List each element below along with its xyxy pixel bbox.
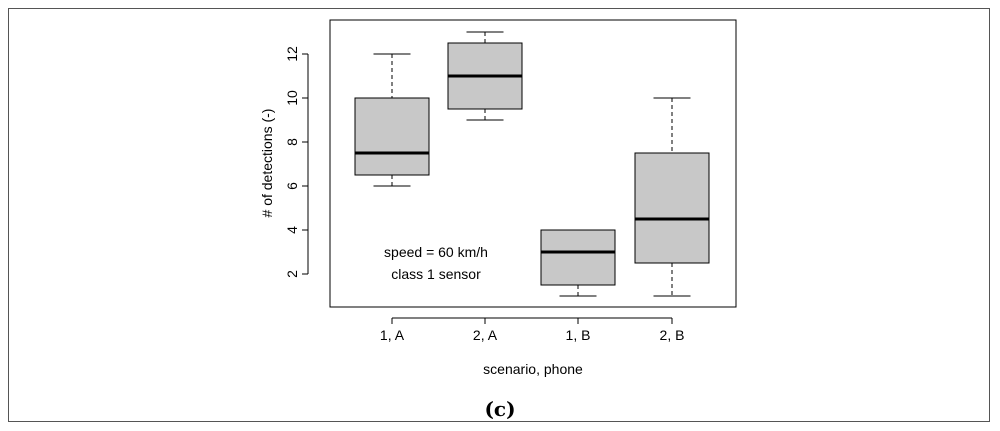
annotation-speed: speed = 60 km/h — [384, 244, 488, 260]
iqr-box — [540, 229, 616, 286]
y-tick-label: 2 — [284, 270, 300, 278]
y-tick-label: 12 — [284, 46, 300, 62]
x-tick-label: 1, A — [380, 327, 405, 343]
figure-frame — [8, 8, 990, 422]
box-2 — [447, 31, 523, 121]
x-tick-label: 2, A — [473, 327, 498, 343]
box-4 — [634, 97, 710, 297]
iqr-box — [354, 97, 430, 176]
annotation-sensor: class 1 sensor — [391, 266, 481, 282]
plot-area — [329, 19, 737, 308]
x-axis-title: scenario, phone — [483, 361, 583, 377]
panel-label: (c) — [484, 397, 516, 421]
x-tick-label: 2, B — [660, 327, 685, 343]
iqr-box — [634, 152, 710, 264]
y-tick-label: 10 — [284, 90, 300, 106]
y-tick-label: 6 — [284, 182, 300, 190]
box-1 — [354, 53, 430, 187]
box-3 — [540, 229, 616, 297]
x-tick-label: 1, B — [566, 327, 591, 343]
y-axis-title: # of detections (-) — [259, 109, 275, 218]
y-tick-label: 8 — [284, 138, 300, 146]
y-tick-label: 4 — [284, 226, 300, 234]
